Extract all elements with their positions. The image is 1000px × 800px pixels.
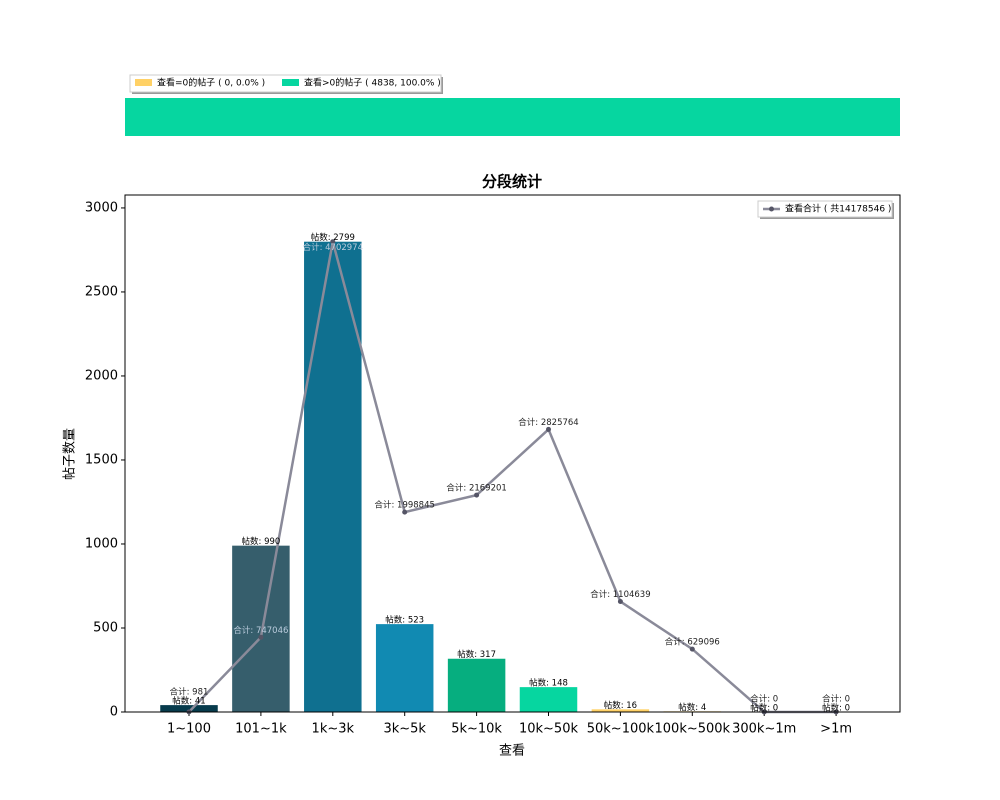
bar-value-label: 帖数: 16 [604, 700, 637, 711]
y-tick-label: 0 [110, 705, 118, 720]
bar-value-label: 帖数: 523 [385, 615, 424, 626]
line-series [188, 241, 837, 714]
bar-value-label: 帖数: 317 [457, 649, 496, 660]
bar [519, 687, 578, 712]
line-marker [330, 239, 336, 245]
bar [304, 241, 362, 712]
y-tick-label: 2000 [85, 368, 118, 383]
x-tick-label: 50k~100k [587, 722, 655, 737]
line-value-label: 合计: 0 [750, 694, 778, 705]
legend-label: 查看>0的帖子 ( 4838, 100.0% ) [304, 77, 441, 89]
bar-value-label: 帖数: 148 [529, 678, 568, 689]
x-tick-label: >1m [820, 722, 852, 737]
bar-value-label: 帖数: 0 [750, 703, 778, 714]
bar [447, 658, 506, 712]
y-tick-label: 3000 [85, 200, 118, 215]
chart-title: 分段统计 [482, 173, 542, 191]
y-tick-label: 1500 [85, 452, 118, 467]
bar-value-label: 帖数: 0 [822, 703, 850, 714]
legend-box [757, 200, 893, 218]
line-marker [474, 492, 480, 498]
x-tick-label: 1k~3k [312, 722, 355, 737]
x-axis-label: 查看 [499, 743, 525, 759]
line-value-label: 合计: 629096 [665, 637, 720, 648]
line-value-label: 合计: 2825764 [518, 417, 578, 428]
line-marker [402, 509, 408, 515]
legend-swatch [135, 79, 152, 86]
legend-label: 查看合计 ( 共14178546 ) [785, 203, 891, 215]
line-value-label: 合计: 1104639 [590, 589, 650, 600]
y-tick-label: 2500 [85, 284, 118, 299]
line-value-label: 合计: 4702974 [303, 242, 363, 253]
bar [232, 545, 290, 712]
x-tick-label: 10k~50k [519, 722, 579, 737]
line-marker [546, 426, 551, 432]
x-tick-label: 100k~500k [655, 722, 731, 737]
x-tick-label: 101~1k [235, 722, 287, 737]
line-value-label: 合计: 1998845 [374, 500, 434, 511]
line-marker [689, 646, 695, 652]
bar [591, 709, 650, 712]
line-value-label: 合计: 981 [170, 687, 209, 698]
legend-label: 查看=0的帖子 ( 0, 0.0% ) [157, 77, 265, 89]
bar-value-label: 帖数: 41 [172, 696, 205, 707]
proportion-segment [125, 98, 900, 136]
legend-swatch [282, 79, 299, 86]
line-value-label: 合计: 2169201 [446, 483, 506, 494]
bar-value-label: 帖数: 2799 [311, 232, 355, 243]
x-tick-label: 1~100 [167, 722, 211, 737]
y-tick-label: 500 [93, 620, 118, 635]
line-marker [617, 599, 623, 605]
y-axis-label: 帖子数量 [63, 428, 78, 480]
plot-frame [124, 194, 901, 713]
x-tick-label: 300k~1m [732, 722, 796, 737]
bar [375, 624, 434, 712]
bar-value-label: 帖数: 4 [678, 702, 706, 713]
line-marker [258, 634, 264, 640]
bar [160, 705, 218, 712]
line-value-label: 合计: 0 [822, 694, 850, 705]
x-tick-label: 3k~5k [383, 722, 426, 737]
y-tick-label: 1000 [85, 536, 118, 551]
legend-marker [769, 206, 774, 212]
x-tick-label: 5k~10k [451, 722, 502, 737]
bar-value-label: 帖数: 990 [242, 536, 281, 547]
line-value-label: 合计: 747046 [233, 625, 288, 636]
